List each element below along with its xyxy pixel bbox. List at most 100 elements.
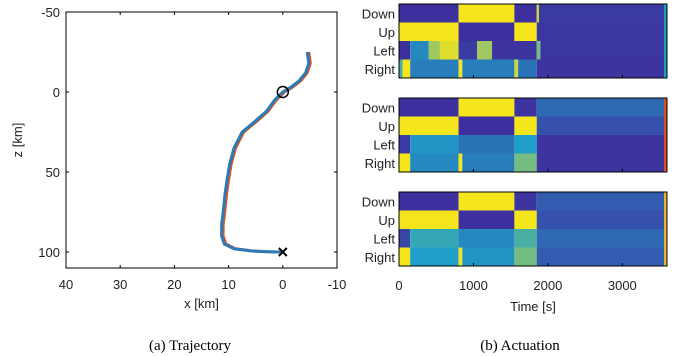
heatmap-cell (514, 153, 537, 172)
heatmap-cell (514, 22, 537, 41)
row-label-left: Left (373, 231, 395, 246)
row-label-up: Up (378, 213, 395, 228)
heatmap-cell (514, 116, 537, 135)
y-axis-label: z [km] (10, 123, 25, 158)
row-label-right: Right (365, 250, 396, 265)
heatmap-cell (462, 247, 515, 266)
heatmap-cell (514, 192, 537, 211)
heatmap-cell (458, 4, 515, 23)
heatmap-cell (536, 4, 539, 23)
heatmap-cell (458, 247, 463, 266)
panel-edge-band (664, 98, 667, 172)
heatmap-cell (536, 59, 667, 78)
heatmap-cell (536, 153, 667, 172)
heatmap-cell (514, 210, 537, 229)
x-tick-label: 40 (59, 277, 73, 292)
time-axis-label: Time [s] (510, 299, 556, 314)
heatmap-cell (458, 135, 515, 154)
panel-frame (398, 97, 668, 173)
heatmap-cell (536, 192, 667, 211)
heatmap-cell (538, 4, 667, 23)
x-tick-label: -10 (328, 277, 347, 292)
heatmap-cell (458, 98, 515, 117)
heatmap-cell (514, 4, 537, 23)
heatmap-cell (410, 59, 459, 78)
heatmap-cell (410, 135, 459, 154)
panel-frame (398, 3, 668, 79)
heatmap-cell (458, 41, 478, 60)
heatmap-cell (410, 247, 459, 266)
heatmap-cell (458, 192, 515, 211)
caption-actuation: (b) Actuation (480, 338, 560, 354)
actuation-panel-2: Down Up Left Right (362, 97, 668, 173)
heatmap-cell (399, 135, 411, 154)
heatmap-cell (410, 229, 459, 248)
heatmap-cell (399, 210, 459, 229)
heatmap-cell (536, 41, 541, 60)
actuation-panel-3: Down Up Left Right (362, 191, 668, 267)
x-tick-label: 10 (221, 277, 235, 292)
start-marker-circle (276, 85, 290, 99)
end-marker-x (278, 247, 288, 257)
actuation-panel-1: Down Up Left Right (362, 3, 668, 79)
x-tick-label: 20 (167, 277, 181, 292)
time-tick-label: 1000 (459, 278, 488, 293)
heatmap-cell (410, 153, 459, 172)
heatmap-cell (399, 59, 403, 78)
row-label-right: Right (365, 62, 396, 77)
row-label-down: Down (362, 100, 395, 115)
y-tick-label: 100 (38, 245, 60, 260)
heatmap-cell (514, 229, 537, 248)
heatmap-cell (402, 59, 411, 78)
panel-frame (398, 191, 668, 267)
heatmap-cell (458, 153, 463, 172)
heatmap-cell (514, 59, 519, 78)
heatmap-cell (399, 116, 459, 135)
y-tick-label: -50 (41, 5, 60, 20)
y-tick-label: 0 (53, 85, 60, 100)
row-label-up: Up (378, 25, 395, 40)
row-label-down: Down (362, 194, 395, 209)
heatmap-cell (399, 22, 459, 41)
caption-trajectory: (a) Trajectory (149, 338, 232, 354)
heatmap-cell (514, 247, 537, 266)
heatmap-cell (458, 22, 515, 41)
heatmap-cell (536, 229, 667, 248)
heatmap-cell (462, 59, 515, 78)
heatmap-cell (399, 153, 411, 172)
row-label-left: Left (373, 43, 395, 58)
heatmap-cell (518, 59, 537, 78)
row-label-down: Down (362, 6, 395, 21)
heatmap-cell (536, 210, 667, 229)
heatmap-cell (514, 135, 537, 154)
y-tick-label: 50 (46, 165, 60, 180)
heatmap-cell (410, 41, 429, 60)
row-label-right: Right (365, 156, 396, 171)
heatmap-cell (462, 153, 515, 172)
heatmap-cell (540, 41, 667, 60)
panel-edge-band (664, 192, 667, 266)
x-tick-label: 0 (279, 277, 286, 292)
heatmap-cell (536, 98, 667, 117)
heatmap-cell (399, 4, 459, 23)
heatmap-cell (477, 41, 493, 60)
time-tick-label: 2000 (533, 278, 562, 293)
heatmap-cell (536, 116, 667, 135)
heatmap-cell (399, 98, 459, 117)
heatmap-cell (458, 210, 515, 229)
row-label-up: Up (378, 119, 395, 134)
time-tick-label: 3000 (608, 278, 637, 293)
heatmap-cell (399, 247, 411, 266)
heatmap-cell (439, 41, 459, 60)
heatmap-cell (399, 229, 411, 248)
heatmap-cell (458, 116, 515, 135)
x-axis-label: x [km] (184, 296, 219, 311)
panel-edge-band (664, 4, 667, 78)
trajectory-line (220, 51, 311, 254)
heatmap-cell (536, 22, 667, 41)
heatmap-cell (399, 192, 459, 211)
heatmap-cell (399, 41, 411, 60)
heatmap-cell (458, 229, 515, 248)
